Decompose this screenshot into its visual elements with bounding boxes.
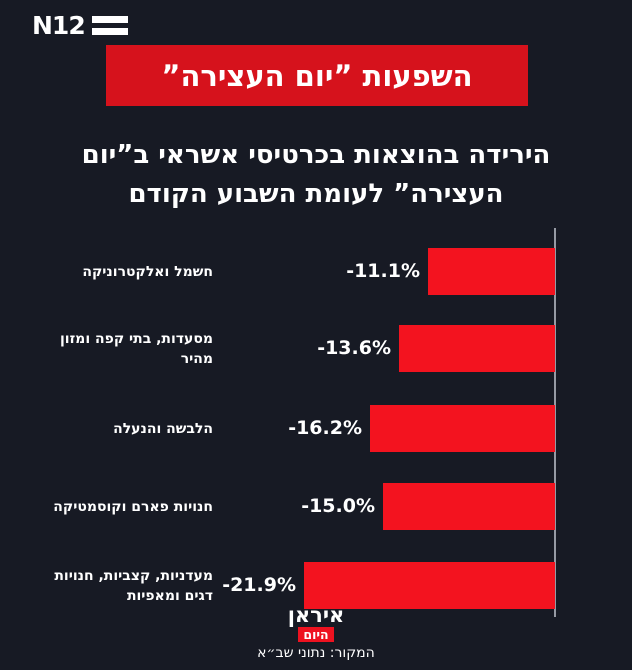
- title-banner: השפעות ”יום העצירה”: [106, 45, 528, 106]
- bar-value-label: -13.6%: [317, 337, 391, 359]
- bar-value-label: -15.0%: [301, 495, 375, 517]
- bar-category-label: הלבשה והנעלה: [113, 420, 213, 437]
- bar-category-label: מסעדות, בתי קפה ומזון מהיר: [59, 330, 213, 367]
- bar-category-label: מעדניות, קצביות, חנויות דגים ומאפיות: [54, 567, 213, 604]
- n12-logo-text: N12: [32, 11, 86, 40]
- banner-title: השפעות ”יום העצירה”: [161, 58, 473, 93]
- bar-category-label: חנויות פארם וקוסמטיקה: [53, 498, 213, 515]
- bar-value-label: -11.1%: [346, 260, 420, 282]
- bar-value-label: -16.2%: [288, 417, 362, 439]
- headline-line-1: הירידה בהוצאות בכרטיסי אשראי ב”יום: [81, 140, 551, 170]
- bar: [304, 562, 555, 609]
- bar: [370, 405, 555, 452]
- bar-category-label: חשמל ואלקטרוניקה: [82, 263, 213, 280]
- brand-credit: איראן היום המקור: נתוני שב״א: [0, 604, 632, 661]
- brand-name-line1: איראן: [287, 603, 345, 627]
- bar-value-label: -21.9%: [222, 574, 296, 596]
- bar: [399, 325, 555, 372]
- n12-stripes-icon: [91, 16, 128, 35]
- source-note: המקור: נתוני שב״א: [257, 645, 375, 661]
- chart-headline: הירידה בהוצאות בכרטיסי אשראי ב”יום העציר…: [0, 136, 632, 214]
- bar: [383, 483, 555, 530]
- n12-logo: N12: [32, 11, 128, 40]
- headline-line-2: העצירה” לעומת השבוע הקודם: [128, 179, 504, 209]
- baseline-axis-line: [554, 228, 556, 617]
- bar: [428, 248, 555, 295]
- brand-name-line2-badge: היום: [298, 627, 334, 642]
